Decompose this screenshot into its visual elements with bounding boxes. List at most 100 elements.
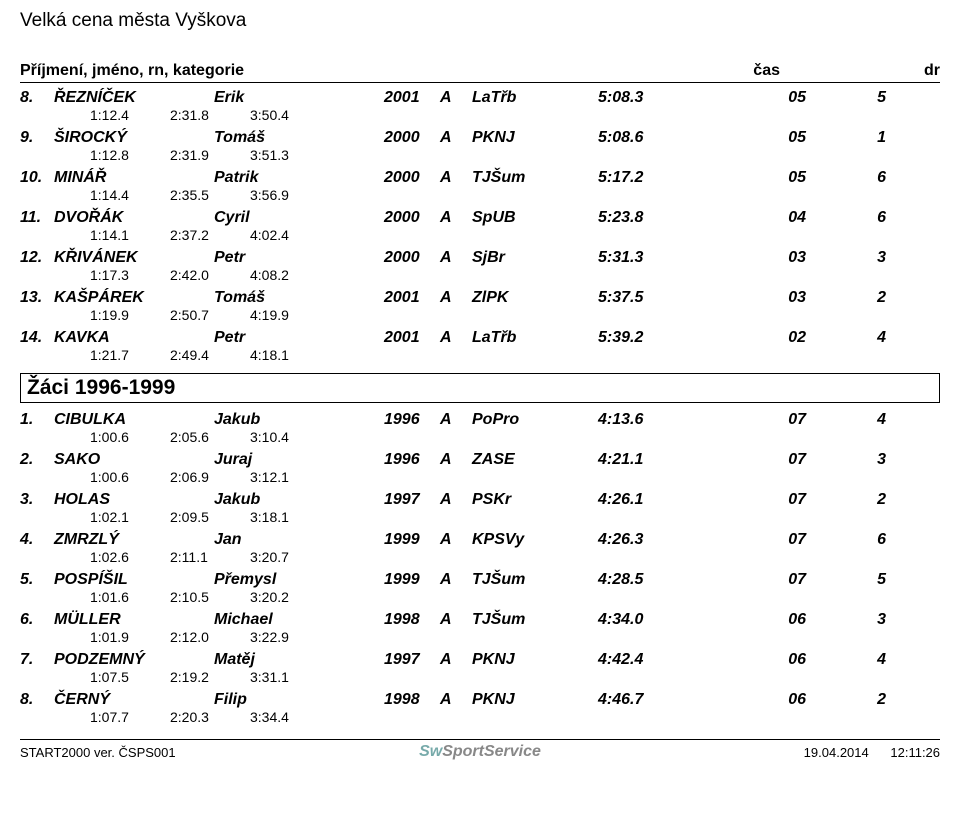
split-time: 2:09.5 xyxy=(170,509,250,525)
firstname: Jan xyxy=(214,531,384,549)
category: A xyxy=(440,651,472,669)
firstname: Cyril xyxy=(214,209,384,227)
split-time: 2:10.5 xyxy=(170,589,250,605)
category: A xyxy=(440,289,472,307)
club: ZlPK xyxy=(472,289,598,307)
points: 05 xyxy=(706,89,846,107)
finish-time: 4:13.6 xyxy=(598,411,706,429)
splits-row: 1:07.52:19.23:31.1 xyxy=(20,669,940,689)
split-time: 1:19.9 xyxy=(90,307,170,323)
lane: 4 xyxy=(846,329,886,347)
year: 2001 xyxy=(384,289,440,307)
finish-time: 4:46.7 xyxy=(598,691,706,709)
surname: SAKO xyxy=(54,451,214,469)
points: 06 xyxy=(706,611,846,629)
split-time: 1:12.8 xyxy=(90,147,170,163)
club: ZASE xyxy=(472,451,598,469)
split-time: 1:14.4 xyxy=(90,187,170,203)
lane: 5 xyxy=(846,89,886,107)
footer-version: START2000 ver. ČSPS001 xyxy=(20,745,327,760)
results-group-2: 1.CIBULKAJakub1996APoPro4:13.60741:00.62… xyxy=(20,409,940,729)
result-row: 1.CIBULKAJakub1996APoPro4:13.6074 xyxy=(20,409,940,429)
club: LaTřb xyxy=(472,89,598,107)
firstname: Michael xyxy=(214,611,384,629)
lane: 5 xyxy=(846,571,886,589)
split-time: 2:31.9 xyxy=(170,147,250,163)
rank: 9. xyxy=(20,129,54,147)
surname: MINÁŘ xyxy=(54,169,214,187)
points: 07 xyxy=(706,571,846,589)
category: A xyxy=(440,249,472,267)
firstname: Patrik xyxy=(214,169,384,187)
category: A xyxy=(440,329,472,347)
split-time: 1:00.6 xyxy=(90,469,170,485)
footer-date: 19.04.2014 xyxy=(804,745,869,760)
splits-row: 1:02.62:11.13:20.7 xyxy=(20,549,940,569)
splits-row: 1:17.32:42.04:08.2 xyxy=(20,267,940,287)
result-row: 14.KAVKAPetr2001ALaTřb5:39.2024 xyxy=(20,327,940,347)
points: 07 xyxy=(706,451,846,469)
lane: 2 xyxy=(846,691,886,709)
year: 1996 xyxy=(384,451,440,469)
section-header: Žáci 1996-1999 xyxy=(20,373,940,403)
surname: CIBULKA xyxy=(54,411,214,429)
lane: 3 xyxy=(846,451,886,469)
split-time: 1:14.1 xyxy=(90,227,170,243)
result-row: 4.ZMRZLÝJan1999AKPSVy4:26.3076 xyxy=(20,529,940,549)
rank: 2. xyxy=(20,451,54,469)
finish-time: 5:17.2 xyxy=(598,169,706,187)
surname: ŘEZNÍČEK xyxy=(54,89,214,107)
lane: 2 xyxy=(846,491,886,509)
split-time: 1:00.6 xyxy=(90,429,170,445)
split-time: 1:17.3 xyxy=(90,267,170,283)
surname: HOLAS xyxy=(54,491,214,509)
lane: 6 xyxy=(846,169,886,187)
result-row: 8.ŘEZNÍČEKErik2001ALaTřb5:08.3055 xyxy=(20,87,940,107)
finish-time: 4:34.0 xyxy=(598,611,706,629)
split-time: 2:19.2 xyxy=(170,669,250,685)
rank: 6. xyxy=(20,611,54,629)
category: A xyxy=(440,691,472,709)
lane: 4 xyxy=(846,411,886,429)
result-row: 12.KŘIVÁNEKPetr2000ASjBr5:31.3033 xyxy=(20,247,940,267)
category: A xyxy=(440,209,472,227)
split-time: 2:35.5 xyxy=(170,187,250,203)
finish-time: 4:42.4 xyxy=(598,651,706,669)
firstname: Filip xyxy=(214,691,384,709)
rank: 8. xyxy=(20,89,54,107)
category: A xyxy=(440,451,472,469)
surname: ŠIROCKÝ xyxy=(54,129,214,147)
points: 05 xyxy=(706,169,846,187)
footer-logo-sw: Sw xyxy=(419,743,442,760)
split-time: 2:37.2 xyxy=(170,227,250,243)
rank: 12. xyxy=(20,249,54,267)
finish-time: 5:39.2 xyxy=(598,329,706,347)
year: 2000 xyxy=(384,169,440,187)
split-time: 3:12.1 xyxy=(250,469,330,485)
header-name: Příjmení, jméno, rn, kategorie xyxy=(20,62,384,80)
year: 1998 xyxy=(384,611,440,629)
surname: KAŠPÁREK xyxy=(54,289,214,307)
year: 1997 xyxy=(384,491,440,509)
split-time: 3:18.1 xyxy=(250,509,330,525)
finish-time: 4:26.3 xyxy=(598,531,706,549)
finish-time: 4:28.5 xyxy=(598,571,706,589)
header-dr: dr xyxy=(800,62,940,80)
year: 1998 xyxy=(384,691,440,709)
splits-row: 1:12.82:31.93:51.3 xyxy=(20,147,940,167)
year: 2000 xyxy=(384,249,440,267)
split-time: 1:07.5 xyxy=(90,669,170,685)
surname: ČERNÝ xyxy=(54,691,214,709)
surname: MÜLLER xyxy=(54,611,214,629)
finish-time: 5:31.3 xyxy=(598,249,706,267)
rank: 13. xyxy=(20,289,54,307)
split-time: 2:05.6 xyxy=(170,429,250,445)
club: TJŠum xyxy=(472,611,598,629)
split-time: 3:51.3 xyxy=(250,147,330,163)
finish-time: 4:26.1 xyxy=(598,491,706,509)
points: 03 xyxy=(706,249,846,267)
splits-row: 1:00.62:06.93:12.1 xyxy=(20,469,940,489)
points: 03 xyxy=(706,289,846,307)
category: A xyxy=(440,531,472,549)
footer-logo: SwSportService xyxy=(327,743,634,761)
